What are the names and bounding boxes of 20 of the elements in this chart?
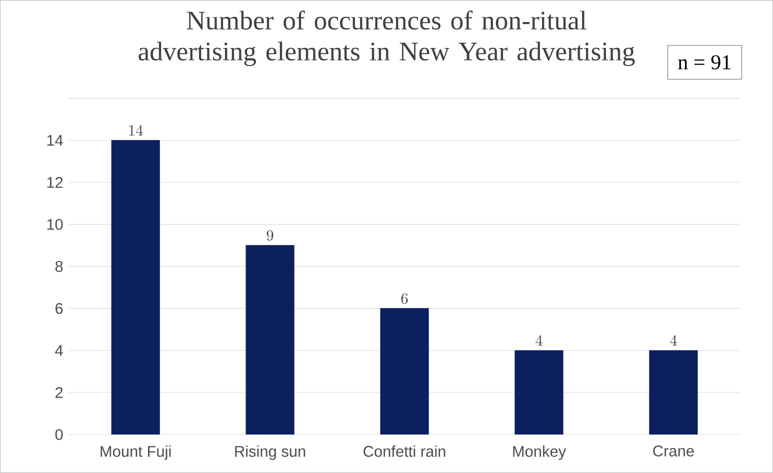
data-label: 4 bbox=[670, 335, 677, 346]
y-tick-label: 12 bbox=[47, 177, 63, 188]
data-label: 14 bbox=[129, 125, 143, 136]
x-tick-label: Confetti rain bbox=[364, 446, 446, 457]
data-label: 4 bbox=[536, 335, 542, 346]
x-tick-label: Monkey bbox=[513, 446, 566, 460]
y-tick-label: 14 bbox=[47, 135, 63, 146]
text: n = 91 bbox=[678, 55, 730, 70]
y-tick-label: 0 bbox=[55, 429, 63, 440]
chart-title: Number of occurrences of non-ritual advertising elements in New Year advertising bbox=[138, 10, 635, 66]
y-tick-label: 6 bbox=[56, 303, 63, 314]
x-tick-label: Crane bbox=[653, 446, 694, 457]
data-label: 6 bbox=[401, 293, 408, 304]
y-tick-label: 2 bbox=[56, 387, 63, 398]
y-tick-label: 8 bbox=[55, 261, 63, 272]
y-tick-label: 10 bbox=[47, 219, 63, 230]
data-label: 9 bbox=[266, 230, 274, 241]
x-tick-label: Mount Fuji bbox=[100, 446, 171, 460]
y-tick-label: 4 bbox=[55, 345, 63, 356]
x-tick-label: Rising sun bbox=[235, 446, 306, 460]
